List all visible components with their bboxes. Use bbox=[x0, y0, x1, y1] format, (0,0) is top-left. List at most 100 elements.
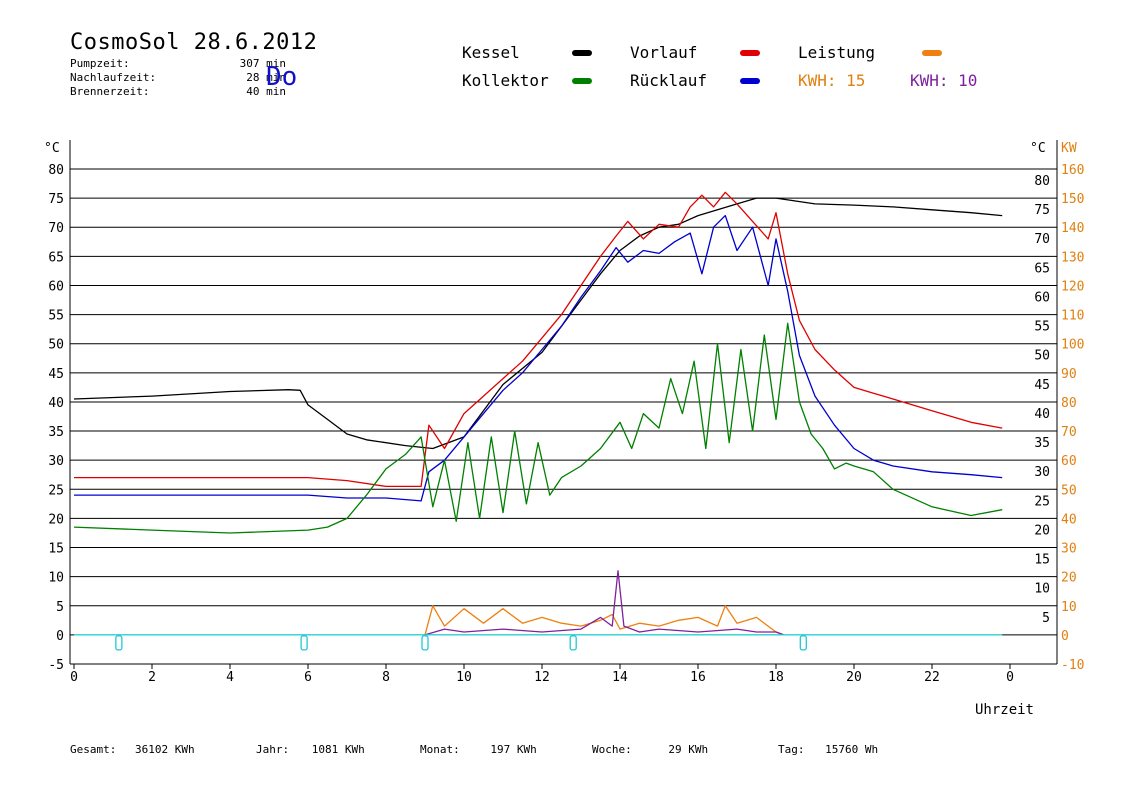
legend-kessel-label: Kessel bbox=[462, 43, 520, 62]
y-tick-label-left: 40 bbox=[48, 396, 64, 411]
footer-value: 36102 KWh bbox=[134, 743, 195, 756]
kwh-label: KWH: bbox=[910, 71, 949, 90]
pump-marker bbox=[115, 635, 123, 651]
y-tick-label-left: 75 bbox=[48, 192, 64, 207]
y-tick-label-kw: 70 bbox=[1061, 425, 1077, 440]
stat-brennerzeit: Brennerzeit: 40 min bbox=[70, 85, 286, 98]
y-tick-label-kw: 20 bbox=[1061, 571, 1077, 586]
legend-ruecklauf-label: Rücklauf bbox=[630, 71, 708, 90]
legend-leistung-swatch bbox=[922, 50, 942, 56]
stat-value: 307 min bbox=[239, 57, 286, 70]
y-tick-label-kw: 10 bbox=[1061, 600, 1077, 615]
legend-vorlauf-swatch bbox=[740, 50, 760, 56]
legend-kwh-second: KWH: 10 bbox=[910, 71, 977, 90]
pump-marker bbox=[799, 635, 807, 651]
stat-label: Nachlaufzeit: bbox=[70, 71, 157, 84]
y-tick-label-kw: 40 bbox=[1061, 512, 1077, 527]
legend-kessel-swatch bbox=[572, 50, 592, 56]
y-tick-label-right: 60 bbox=[1034, 290, 1050, 305]
stat-value: 40 min bbox=[246, 85, 286, 98]
x-tick-label: 0 bbox=[70, 670, 78, 685]
y-tick-label-left: 70 bbox=[48, 221, 64, 236]
y-tick-label-kw: 120 bbox=[1061, 279, 1084, 294]
y-tick-label-right: 55 bbox=[1034, 320, 1050, 335]
series-line-leistung bbox=[424, 605, 785, 636]
y-tick-label-right: 30 bbox=[1034, 465, 1050, 480]
y-tick-label-kw: 140 bbox=[1061, 221, 1084, 236]
series-line-kwh bbox=[424, 570, 785, 636]
footer-value: 15760 Wh bbox=[825, 743, 879, 756]
y-tick-label-right: 65 bbox=[1034, 261, 1050, 276]
y-tick-label-left: 0 bbox=[56, 629, 64, 644]
y-tick-label-kw: 100 bbox=[1061, 338, 1084, 353]
footer-label: Monat: bbox=[420, 743, 460, 756]
y-axis-unit-left: °C bbox=[44, 141, 60, 156]
y-axis-unit-right: °C bbox=[1030, 141, 1046, 156]
legend-leistung-label: Leistung bbox=[798, 43, 876, 62]
x-tick-label: 4 bbox=[226, 670, 234, 685]
y-tick-label-left: -5 bbox=[48, 658, 64, 673]
x-tick-label: 0 bbox=[1006, 670, 1014, 685]
stat-pumpzeit: Pumpzeit: 307 min bbox=[70, 57, 286, 70]
y-tick-label-right: 15 bbox=[1034, 553, 1050, 568]
y-tick-label-kw: 80 bbox=[1061, 396, 1077, 411]
kwh-value: 10 bbox=[958, 71, 978, 90]
stat-nachlaufzeit: Nachlaufzeit: 28 min bbox=[70, 71, 286, 84]
page-title: CosmoSol 28.6.2012 bbox=[70, 30, 318, 55]
y-tick-label-left: 80 bbox=[48, 163, 64, 178]
y-tick-label-left: 25 bbox=[48, 483, 64, 498]
y-tick-label-left: 60 bbox=[48, 279, 64, 294]
footer-value: 29 KWh bbox=[668, 743, 709, 756]
x-tick-label: 8 bbox=[382, 670, 390, 685]
y-tick-label-left: 30 bbox=[48, 454, 64, 469]
pump-marker bbox=[300, 635, 308, 651]
y-tick-label-kw: 110 bbox=[1061, 309, 1084, 324]
y-tick-label-left: 15 bbox=[48, 542, 64, 557]
x-tick-label: 12 bbox=[534, 670, 550, 685]
y-tick-label-right: 75 bbox=[1034, 203, 1050, 218]
footer-label: Jahr: bbox=[256, 743, 290, 756]
stat-label: Pumpzeit: bbox=[70, 57, 130, 70]
series-line-ruecklauf bbox=[74, 214, 1003, 502]
y-tick-label-right: 70 bbox=[1034, 232, 1050, 247]
x-tick-label: 20 bbox=[846, 670, 862, 685]
y-tick-label-kw: 60 bbox=[1061, 454, 1077, 469]
y-tick-label-kw: 30 bbox=[1061, 542, 1077, 557]
y-tick-label-kw: 0 bbox=[1061, 629, 1069, 644]
y-tick-label-kw: 90 bbox=[1061, 367, 1077, 382]
y-tick-label-left: 5 bbox=[56, 600, 64, 615]
x-axis-title: Uhrzeit bbox=[975, 702, 1034, 718]
y-tick-label-left: 50 bbox=[48, 338, 64, 353]
footer-jahr: Jahr: 1081 KWh bbox=[256, 743, 365, 756]
y-tick-label-left: 45 bbox=[48, 367, 64, 382]
legend-ruecklauf-swatch bbox=[740, 78, 760, 84]
y-tick-label-right: 20 bbox=[1034, 523, 1050, 538]
footer-label: Tag: bbox=[778, 743, 805, 756]
y-tick-label-right: 35 bbox=[1034, 436, 1050, 451]
footer-value: 197 KWh bbox=[490, 743, 537, 756]
series-line-kollektor bbox=[73, 322, 1003, 534]
series-line-kessel bbox=[73, 197, 1003, 450]
y-tick-label-right: 10 bbox=[1034, 582, 1050, 597]
x-tick-label: 14 bbox=[612, 670, 628, 685]
footer-gesamt: Gesamt: 36102 KWh bbox=[70, 743, 195, 756]
y-tick-label-right: 80 bbox=[1034, 174, 1050, 189]
y-tick-label-kw: 150 bbox=[1061, 192, 1084, 207]
footer-tag: Tag: 15760 Wh bbox=[778, 743, 878, 756]
y-tick-label-kw: 50 bbox=[1061, 483, 1077, 498]
x-tick-label: 16 bbox=[690, 670, 706, 685]
legend-vorlauf-label: Vorlauf bbox=[630, 43, 698, 62]
kwh-value: 15 bbox=[846, 71, 866, 90]
pump-marker bbox=[421, 635, 429, 651]
x-tick-label: 2 bbox=[148, 670, 156, 685]
y-tick-label-left: 20 bbox=[48, 512, 64, 527]
y-tick-label-kw: 130 bbox=[1061, 250, 1084, 265]
y-tick-label-right: 40 bbox=[1034, 407, 1050, 422]
legend-kollektor-label: Kollektor bbox=[462, 71, 549, 90]
x-tick-label: 6 bbox=[304, 670, 312, 685]
y-tick-label-right: 45 bbox=[1034, 378, 1050, 393]
footer-monat: Monat: 197 KWh bbox=[420, 743, 537, 756]
y-tick-label-kw: -10 bbox=[1061, 658, 1084, 673]
y-axis-unit-kw: KW bbox=[1061, 141, 1077, 156]
